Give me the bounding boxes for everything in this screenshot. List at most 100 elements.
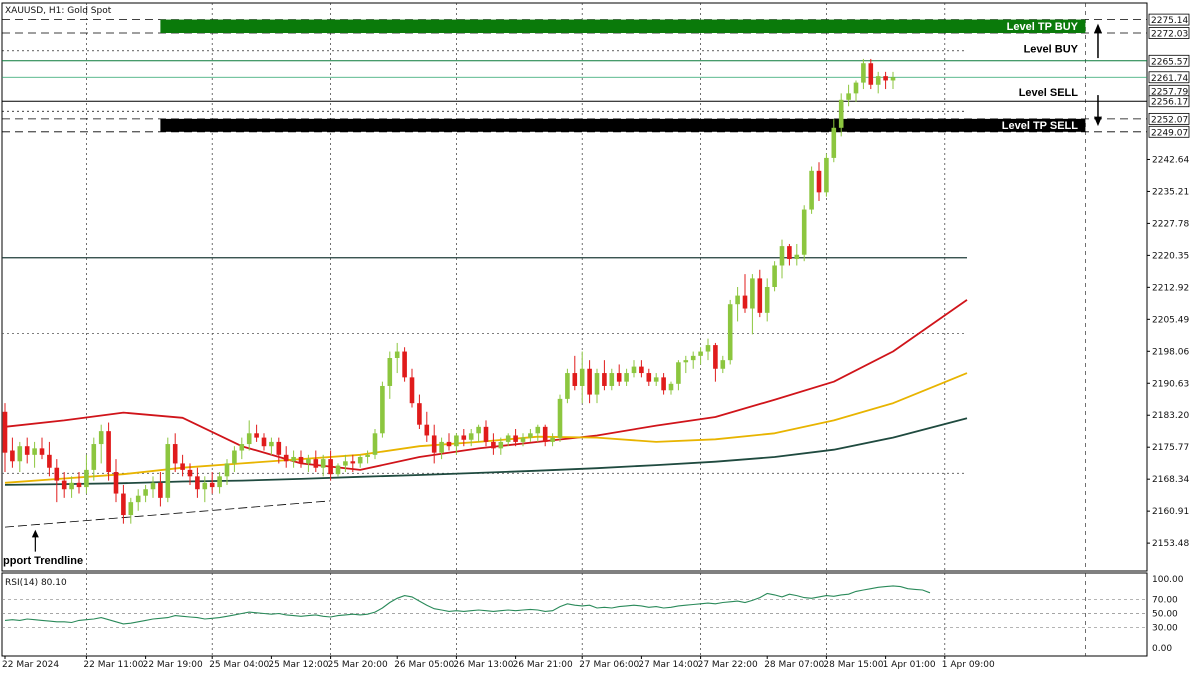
price-tick-label: 2227.78 xyxy=(1152,219,1189,229)
time-tick-label: 27 Mar 22:00 xyxy=(698,660,758,670)
time-tick-label: 22 Mar 11:00 xyxy=(83,660,143,670)
candle-body xyxy=(698,351,703,356)
time-tick-label: 1 Apr 01:00 xyxy=(883,660,936,670)
candle-body xyxy=(195,476,200,490)
level-zone xyxy=(160,118,1086,132)
candle-body xyxy=(106,431,111,473)
candle-body xyxy=(343,461,348,466)
candle-body xyxy=(757,278,763,313)
candle-body xyxy=(631,366,637,374)
candle-body xyxy=(616,373,622,382)
candle-body xyxy=(313,459,319,468)
time-tick-label: 28 Mar 07:00 xyxy=(764,660,824,670)
rsi-plot-frame xyxy=(1,572,1148,657)
candle-body xyxy=(217,476,222,488)
candle-body xyxy=(372,433,378,455)
candle-body xyxy=(439,441,444,453)
candle-body xyxy=(809,170,814,210)
price-tag-label: 2261.74 xyxy=(1151,74,1188,84)
candle-body xyxy=(720,360,726,369)
candle-body xyxy=(861,63,866,83)
time-tick-label: 25 Mar 12:00 xyxy=(268,660,328,670)
time-tick-label: 22 Mar 19:00 xyxy=(143,660,203,670)
candle-body xyxy=(624,373,629,382)
candle-body xyxy=(587,368,592,395)
time-tick-label: 26 Mar 21:00 xyxy=(513,660,573,670)
main-plot[interactable]: Level TP BUY Level BUY Level SELL Level TP … xyxy=(1,2,1148,572)
candle-body xyxy=(764,287,770,313)
level-label: Level TP BUY xyxy=(1007,21,1079,33)
candle-body xyxy=(668,383,674,391)
candle-body xyxy=(98,431,104,445)
candle-body xyxy=(328,459,333,475)
rsi-tick-label: 0.00 xyxy=(1152,644,1172,654)
price-tag-label: 2256.17 xyxy=(1151,98,1188,108)
rsi-line xyxy=(4,585,931,625)
candle-body xyxy=(320,459,326,468)
candle-body xyxy=(676,362,681,384)
candle-body xyxy=(491,441,496,449)
candle-body xyxy=(269,441,274,447)
candle-body xyxy=(735,295,740,305)
candle-body xyxy=(254,433,259,438)
candle-body xyxy=(468,433,474,440)
candle-body xyxy=(350,461,356,464)
candle-body xyxy=(853,82,859,94)
candle-body xyxy=(505,435,511,442)
chart-title: XAUUSD, H1: Gold Spot xyxy=(5,6,112,16)
price-tick-label: 2168.34 xyxy=(1152,475,1189,485)
candle-body xyxy=(846,93,851,100)
price-tag-label: 2275.14 xyxy=(1151,16,1188,26)
candle-body xyxy=(61,480,67,490)
candle-body xyxy=(705,345,711,352)
price-tick-label: 2242.64 xyxy=(1152,155,1189,165)
candle-body xyxy=(550,437,555,442)
time-tick-label: 27 Mar 14:00 xyxy=(638,660,698,670)
candle-body xyxy=(143,489,148,496)
candle-body xyxy=(135,495,141,503)
time-tick-label: 25 Mar 04:00 xyxy=(209,660,269,670)
candle-body xyxy=(454,435,459,447)
price-tag xyxy=(1148,125,1190,138)
candle-body xyxy=(91,444,97,470)
candle-body xyxy=(838,99,844,128)
candle-body xyxy=(542,426,548,442)
candle-body xyxy=(69,482,74,490)
candle-body xyxy=(291,456,296,462)
rsi-plot[interactable] xyxy=(1,572,1148,657)
level-label: Level BUY xyxy=(1024,44,1079,56)
price-tick-label: 2190.63 xyxy=(1152,379,1189,389)
candle-body xyxy=(335,465,341,475)
candle-body xyxy=(816,170,822,193)
candle-body xyxy=(165,444,171,498)
candle-body xyxy=(172,444,178,464)
candle-body xyxy=(483,426,489,442)
price-tag xyxy=(1148,71,1190,84)
rsi-tick-label: 50.00 xyxy=(1152,610,1178,620)
time-tick-label: 27 Mar 06:00 xyxy=(579,660,639,670)
rsi-tick-label: 30.00 xyxy=(1152,623,1178,633)
price-tag xyxy=(1148,13,1190,26)
candle-body xyxy=(365,454,370,457)
price-tag-label: 2252.07 xyxy=(1151,115,1188,125)
candle-body xyxy=(868,63,874,85)
candle-body xyxy=(602,373,607,386)
time-tick-label: 25 Mar 20:00 xyxy=(328,660,388,670)
candle-body xyxy=(357,456,363,464)
candle-body xyxy=(572,373,578,386)
candle-body xyxy=(158,482,163,498)
candle-body xyxy=(565,373,570,399)
price-tick-label: 2235.21 xyxy=(1152,187,1189,197)
candle-body xyxy=(232,450,237,464)
candle-body xyxy=(609,373,615,386)
support-trendline xyxy=(4,500,331,528)
price-tick-label: 2153.48 xyxy=(1152,539,1189,549)
time-tick-label: 1 Apr 09:00 xyxy=(942,660,995,670)
candle-body xyxy=(801,209,807,255)
candle-body xyxy=(824,157,829,193)
candle-body xyxy=(47,454,52,468)
time-tick-label: 22 Mar 2024 xyxy=(2,660,59,670)
candle-body xyxy=(661,377,666,391)
price-tag-label: 2249.07 xyxy=(1151,128,1188,138)
price-tag xyxy=(1148,112,1190,125)
